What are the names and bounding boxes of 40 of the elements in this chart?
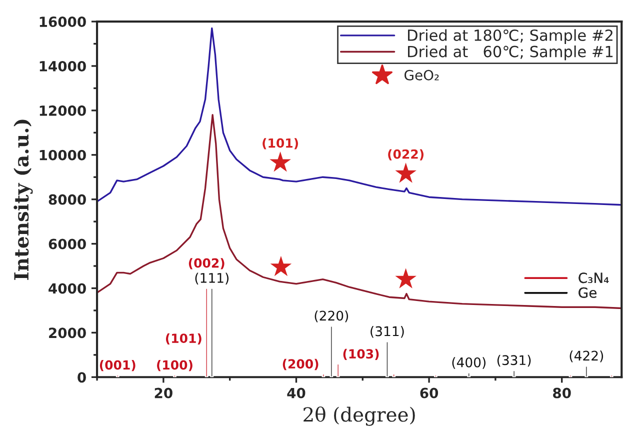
y-tick-label: 8000	[48, 194, 86, 205]
legend-label: C₃N₄	[578, 272, 609, 284]
point	[270, 151, 291, 172]
x-tick-label: 80	[553, 388, 571, 398]
annotation: (400)	[452, 357, 486, 369]
annotation: (100)	[157, 360, 192, 372]
annotation: (422)	[570, 350, 604, 362]
y-tick-label: 14000	[40, 60, 86, 72]
y-tick-label: 2000	[49, 328, 86, 338]
annotation: (001)	[100, 360, 136, 372]
legend-label: Ge	[578, 287, 596, 298]
y-tick-label: 12000	[40, 105, 86, 116]
line-series	[97, 114, 622, 310]
annotation: (220)	[314, 310, 348, 322]
y-tick-label: 16000	[40, 16, 86, 28]
line-series	[97, 27, 622, 206]
x-tick-label: 40	[287, 388, 306, 398]
y-tick-label: 0	[78, 372, 86, 383]
y-tick-label: 10000	[40, 150, 86, 160]
y-axis-title: Intensity (a.u.)	[14, 120, 33, 280]
annotation: (311)	[370, 326, 404, 338]
x-axis-title: 2θ (degree)	[304, 406, 415, 426]
point	[395, 162, 416, 183]
legend-label: Dried at 60℃; Sample #1	[408, 46, 613, 60]
annotation: (101)	[262, 138, 298, 150]
annotation: (200)	[282, 358, 318, 370]
legend-label: GeO₂	[404, 70, 439, 80]
annotation: (331)	[497, 354, 531, 367]
annotation: (101)	[166, 333, 202, 345]
annotation: (103)	[343, 348, 379, 360]
y-tick-label: 6000	[48, 238, 86, 250]
x-tick-label: 20	[154, 388, 172, 398]
point	[395, 268, 416, 288]
legend-label: Dried at 180℃; Sample #2	[408, 29, 612, 44]
annotation: (111)	[195, 272, 229, 284]
point	[270, 256, 292, 276]
y-tick-label: 4000	[48, 283, 86, 294]
annotation: (002)	[188, 258, 224, 270]
annotation: (022)	[388, 149, 424, 160]
x-tick-label: 60	[420, 388, 438, 398]
